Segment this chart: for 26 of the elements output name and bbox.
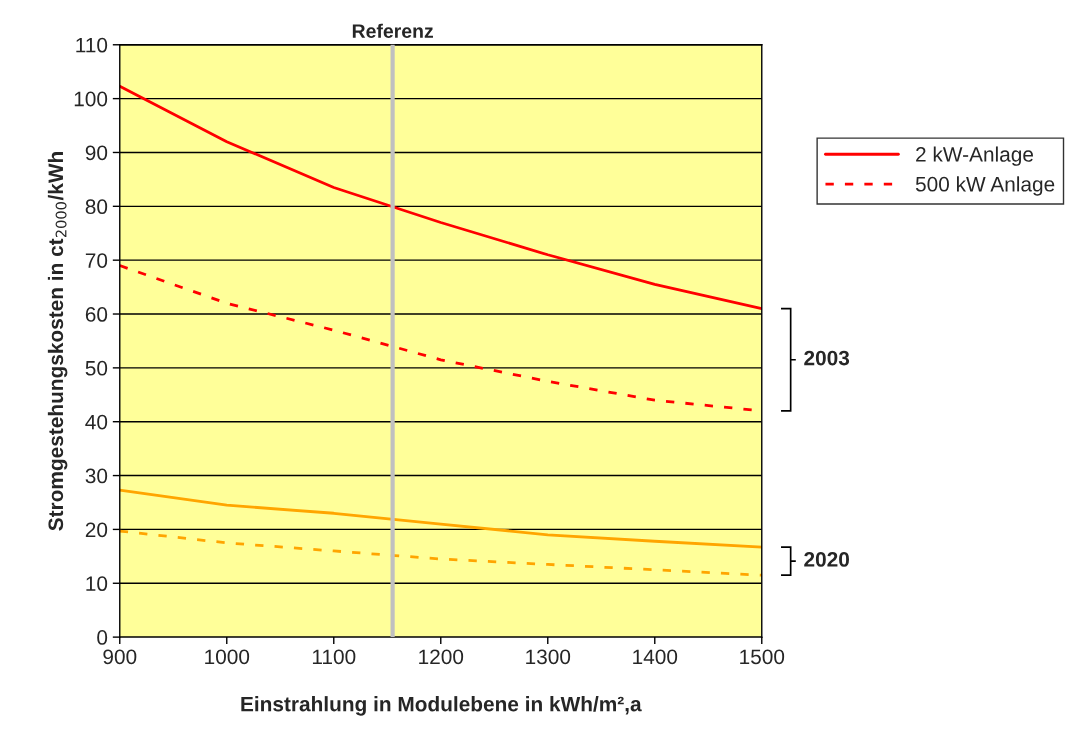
y-tick-label: 0 xyxy=(97,630,108,645)
y-tick-label: 10 xyxy=(86,576,108,592)
legend-label: 2 kW-Anlage xyxy=(916,146,1034,166)
y-tick-label: 90 xyxy=(85,145,108,161)
y-tick-label: 50 xyxy=(85,360,108,376)
y-tick-label: 40 xyxy=(85,414,108,430)
y-tick-label: 70 xyxy=(85,253,108,268)
text: 2020 xyxy=(804,552,849,567)
x-tick-label: 1500 xyxy=(740,649,785,665)
legend-label: 500 kW Anlage xyxy=(915,176,1055,196)
y-tick-label: 30 xyxy=(85,468,108,484)
y-tick-label: 80 xyxy=(85,199,108,215)
x-axis-title: Einstrahlung in Modulebene in kWh/m²,a xyxy=(241,696,642,716)
x-tick-label: 1100 xyxy=(312,649,356,665)
x-tick-label: 1200 xyxy=(419,649,464,665)
y-tick-label: 100 xyxy=(74,91,108,107)
y-axis-title: Stromgestehungskosten in ct$_{2000}$/kWh xyxy=(47,152,68,531)
y-tick-label: 110 xyxy=(76,37,108,53)
text: 2003 xyxy=(804,350,850,366)
x-tick-label: 1000 xyxy=(205,649,250,665)
x-tick-label: 1300 xyxy=(526,649,571,665)
y-tick-label: 60 xyxy=(85,307,108,322)
ref-line-label: Referenz xyxy=(352,23,433,38)
x-tick-label: 1400 xyxy=(633,649,678,665)
x-tick-label: 900 xyxy=(103,649,137,665)
y-tick-label: 20 xyxy=(85,522,108,538)
